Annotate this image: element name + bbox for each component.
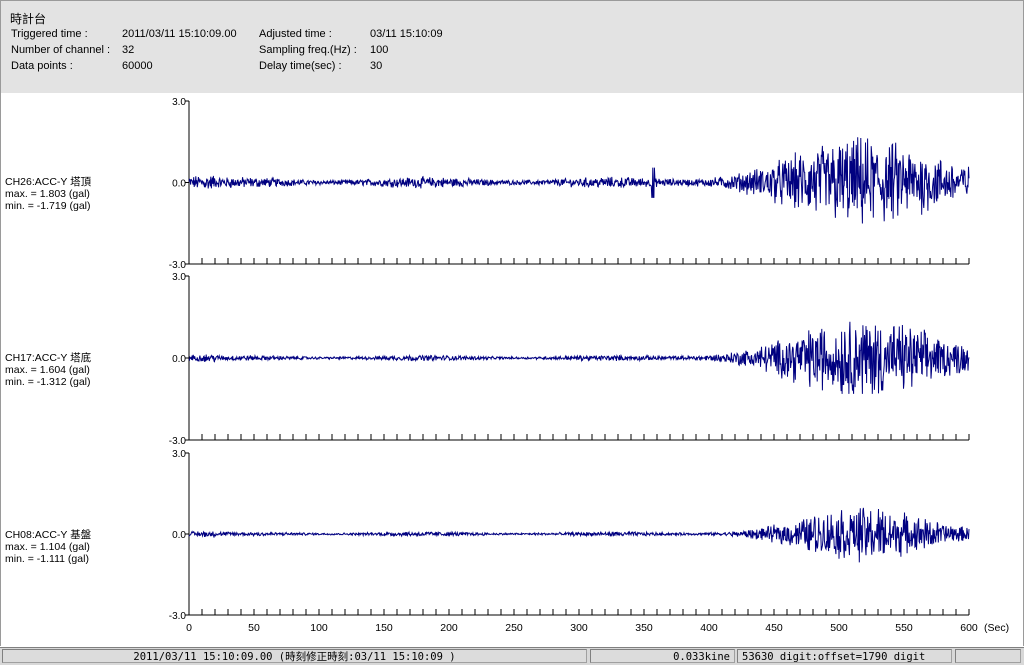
status-bar: 2011/03/11 15:10:09.00 (時刻修正時刻:03/11 15:…: [0, 647, 1024, 665]
x-tick-label: 300: [570, 622, 588, 634]
y-tick-label: 3.0: [172, 449, 186, 460]
y-tick-label: 0.0: [172, 179, 186, 190]
x-tick-label: 400: [700, 622, 718, 634]
x-tick-label: 450: [765, 622, 783, 634]
adjusted-time-value: 03/11 15:10:09: [370, 28, 443, 40]
channel-min: min. = -1.719 (gal): [5, 200, 91, 212]
x-axis-unit-label: (Sec): [984, 622, 1009, 634]
channel-min: min. = -1.312 (gal): [5, 376, 91, 388]
x-tick-label: 550: [895, 622, 913, 634]
delay-time-value: 30: [370, 60, 383, 72]
waveform-series-3: [188, 507, 970, 563]
channel-count-label: Number of channel :: [11, 44, 111, 56]
channel-min: min. = -1.111 (gal): [5, 553, 89, 565]
header-panel: 時計台 Triggered time : 2011/03/11 15:10:09…: [0, 0, 1024, 94]
waveform-plot-area: 3.0 0.0 -3.0 3.0 0.0 -3.0 3.0 0.0 -3.0 0 50 100 150 2…: [0, 93, 1024, 646]
status-kine: 0.033kine: [590, 649, 735, 663]
x-tick-label: 250: [505, 622, 523, 634]
channel-label-ch26: CH26:ACC-Y 塔頂 max. = 1.803 (gal) min. = …: [5, 176, 91, 212]
triggered-time-value: 2011/03/11 15:10:09.00: [122, 28, 237, 40]
y-tick-label: -3.0: [169, 436, 187, 447]
waveform-chart: 3.00.0-3.03.00.0-3.03.00.0-3.00 50 100 150 2…: [169, 97, 1009, 634]
status-extra: [955, 649, 1021, 663]
y-tick-label: 0.0: [172, 354, 186, 365]
y-tick-label: -3.0: [169, 611, 187, 622]
triggered-time-label: Triggered time :: [11, 28, 88, 40]
y-tick-label: 0.0: [172, 530, 186, 541]
x-tick-label: 50: [248, 622, 260, 634]
sampling-freq-label: Sampling freq.(Hz) :: [259, 44, 357, 56]
x-tick-label: 500: [830, 622, 848, 634]
data-points-value: 60000: [122, 60, 153, 72]
x-tick-label: 0: [186, 622, 192, 634]
x-tick-label: 200: [440, 622, 458, 634]
channel-max: max. = 1.803 (gal): [5, 188, 90, 200]
channel-max: max. = 1.604 (gal): [5, 364, 90, 376]
channel-name: CH26:ACC-Y 塔頂: [5, 176, 92, 188]
waveform-series-1: [188, 137, 970, 224]
y-tick-label: 3.0: [172, 272, 186, 283]
x-tick-label: 350: [635, 622, 653, 634]
channel-label-ch17: CH17:ACC-Y 塔底 max. = 1.604 (gal) min. = …: [5, 352, 91, 388]
channel-name: CH08:ACC-Y 基盤: [5, 529, 92, 541]
x-tick-label: 150: [375, 622, 393, 634]
y-tick-label: 3.0: [172, 97, 186, 108]
waveform-series-2: [188, 321, 970, 394]
status-digit: 53630 digit:offset=1790 digit: [737, 649, 952, 663]
channel-name: CH17:ACC-Y 塔底: [5, 352, 92, 364]
data-points-label: Data points :: [11, 60, 73, 72]
delay-time-label: Delay time(sec) :: [259, 60, 342, 72]
adjusted-time-label: Adjusted time :: [259, 28, 332, 40]
station-title: 時計台: [10, 12, 47, 26]
sampling-freq-value: 100: [370, 44, 389, 56]
y-tick-label: -3.0: [169, 260, 187, 271]
status-datetime: 2011/03/11 15:10:09.00 (時刻修正時刻:03/11 15:…: [2, 649, 587, 663]
x-tick-label: 600: [960, 622, 978, 634]
channel-label-ch08: CH08:ACC-Y 基盤 max. = 1.104 (gal) min. = …: [5, 529, 91, 565]
x-tick-label: 100: [310, 622, 328, 634]
channel-max: max. = 1.104 (gal): [5, 541, 90, 553]
channel-count-value: 32: [122, 44, 135, 56]
